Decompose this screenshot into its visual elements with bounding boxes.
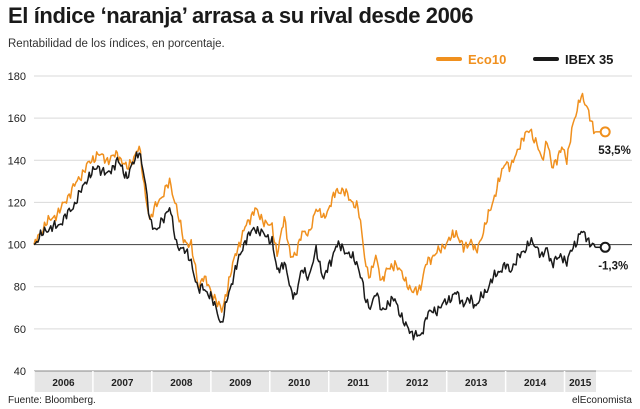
end-marker-ibex35: [599, 241, 611, 253]
y-tick-label: 100: [8, 240, 26, 252]
y-tick-label: 140: [8, 155, 26, 167]
series-line-ibex35: [33, 151, 596, 341]
legend-label-ibex35: IBEX 35: [565, 51, 614, 67]
y-tick-label: 180: [8, 71, 26, 83]
end-label-ibex35: -1,3%: [598, 260, 628, 272]
source-note: Fuente: Bloomberg.: [8, 395, 96, 406]
y-tick-label: 160: [8, 113, 26, 125]
series-line-eco10: [33, 92, 596, 313]
x-tick-label: 2015: [569, 378, 592, 389]
legend-swatch-eco10: [436, 57, 462, 61]
y-tick-label: 40: [14, 366, 26, 378]
legend-swatch-ibex35: [533, 57, 559, 61]
x-tick-label: 2006: [52, 378, 75, 389]
end-label-eco10: 53,5%: [598, 145, 631, 157]
x-tick-label: 2008: [170, 378, 193, 389]
y-tick-label: 60: [14, 324, 26, 336]
x-tick-label: 2011: [347, 378, 369, 389]
brand-name: elEconomista: [571, 395, 632, 406]
x-tick-label: 2009: [229, 378, 252, 389]
x-tick-label: 2010: [288, 378, 311, 389]
end-marker-eco10: [599, 126, 611, 138]
chart-title: El índice ‘naranja’ arrasa a su rival de…: [8, 3, 474, 28]
y-tick-label: 80: [14, 282, 26, 294]
legend-item-ibex35: IBEX 35: [533, 50, 613, 68]
x-axis-band: [34, 371, 596, 392]
x-tick-label: 2012: [406, 378, 429, 389]
legend-item-eco10: Eco10: [436, 50, 506, 68]
x-tick-label: 2013: [465, 378, 488, 389]
chart-subtitle: Rentabilidad de los índices, en porcenta…: [8, 38, 225, 50]
x-tick-label: 2014: [524, 378, 547, 389]
legend-label-eco10: Eco10: [468, 51, 507, 67]
y-tick-label: 120: [8, 197, 26, 209]
x-tick-label: 2007: [111, 378, 134, 389]
